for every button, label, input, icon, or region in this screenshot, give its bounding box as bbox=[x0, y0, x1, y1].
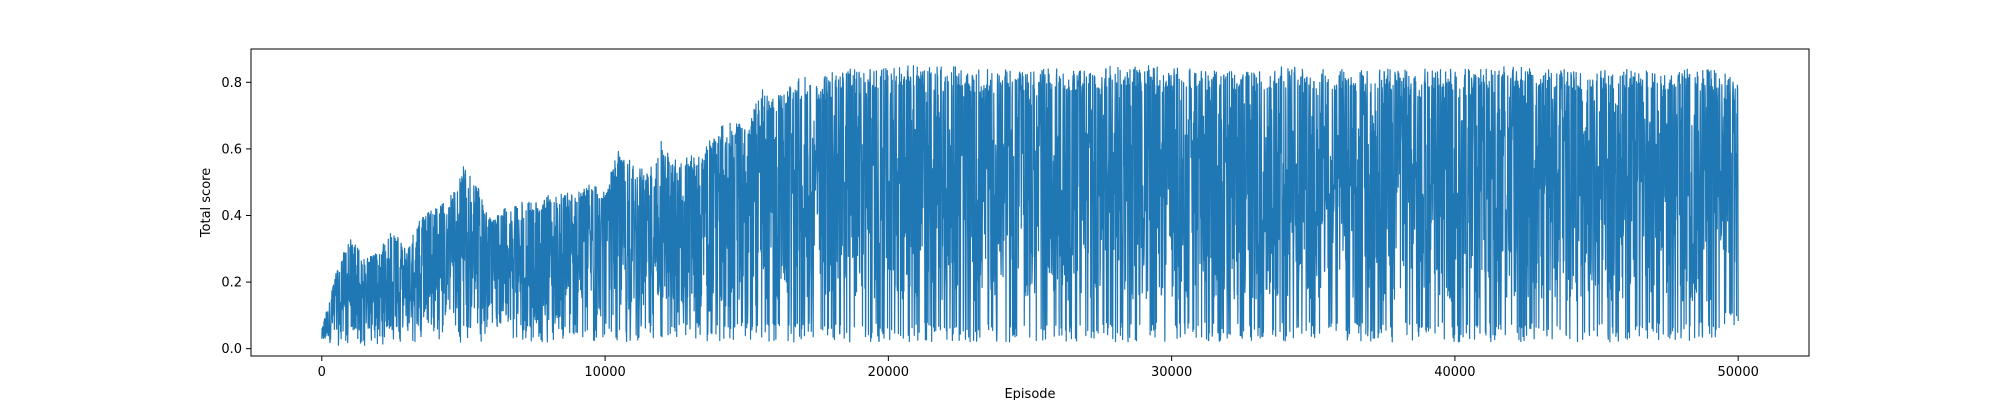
x-tick-label: 50000 bbox=[1718, 365, 1759, 380]
y-tick-label: 0.6 bbox=[221, 142, 242, 157]
x-tick-label: 40000 bbox=[1434, 365, 1475, 380]
x-tick-label: 10000 bbox=[584, 365, 625, 380]
x-axis-ticks: 0 10000 20000 30000 40000 50000 bbox=[318, 356, 1759, 380]
y-axis-label: Total score bbox=[199, 168, 214, 238]
y-tick-label: 0.2 bbox=[221, 276, 242, 291]
y-axis-ticks: 0.0 0.2 0.4 0.6 0.8 bbox=[221, 76, 251, 357]
series-line-0 bbox=[321, 65, 1739, 346]
series-layer bbox=[321, 65, 1739, 346]
x-tick-label: 30000 bbox=[1151, 365, 1192, 380]
x-tick-label: 0 bbox=[318, 365, 326, 380]
y-tick-label: 0.0 bbox=[221, 342, 242, 357]
y-tick-label: 0.4 bbox=[221, 209, 242, 224]
x-axis-label: Episode bbox=[1004, 387, 1055, 400]
axes-frame bbox=[250, 48, 1810, 357]
y-tick-label: 0.8 bbox=[221, 76, 242, 91]
x-tick-label: 20000 bbox=[868, 365, 909, 380]
